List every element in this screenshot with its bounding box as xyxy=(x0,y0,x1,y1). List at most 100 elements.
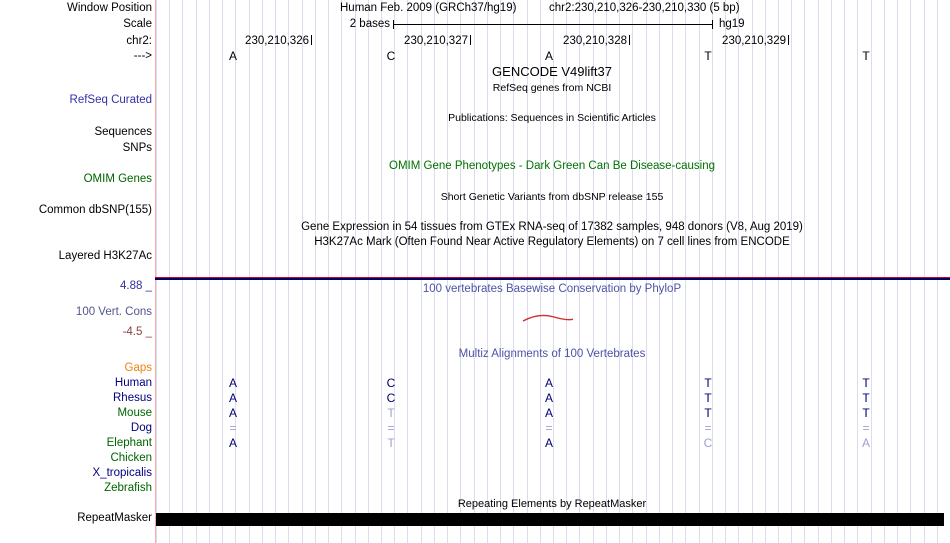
scale-bar xyxy=(393,20,713,29)
track-label-layered-h3k27ac[interactable]: Layered H3K27Ac xyxy=(58,250,152,262)
track-title-repeating-elements-by-repeatmasker: Repeating Elements by RepeatMasker xyxy=(457,498,647,510)
strand-base: T xyxy=(862,49,870,63)
gridline xyxy=(883,0,885,543)
track-label-chr2[interactable]: chr2: xyxy=(126,35,152,47)
gridline xyxy=(420,0,422,543)
conservation-track-topline-navy xyxy=(155,278,950,280)
position-tick xyxy=(629,35,630,45)
gridline xyxy=(698,0,700,543)
position-label: 230,210,326 xyxy=(245,35,309,47)
track-label-mouse[interactable]: Mouse xyxy=(117,407,152,419)
track-label-4-88[interactable]: 4.88 _ xyxy=(120,280,152,292)
position-range-title: chr2:230,210,326-230,210,330 (5 bp) xyxy=(549,2,740,14)
track-label-sequences[interactable]: Sequences xyxy=(94,126,152,138)
alignment-base-dog: = xyxy=(387,421,395,435)
gridline xyxy=(791,0,793,543)
track-label-common-dbsnp-155[interactable]: Common dbSNP(155) xyxy=(38,204,152,216)
track-label-scale[interactable]: Scale xyxy=(123,18,152,30)
position-label: 230,210,327 xyxy=(404,35,468,47)
track-title-omim-gene-phenotypes-dark-green-can-be-d: OMIM Gene Phenotypes - Dark Green Can Be… xyxy=(389,160,715,172)
track-label-window-position[interactable]: Window Position xyxy=(66,2,152,14)
gridline xyxy=(658,0,660,543)
gridline xyxy=(235,0,237,543)
gridline xyxy=(433,0,435,543)
track-label-x-tropicalis[interactable]: X_tropicalis xyxy=(92,467,152,479)
strand-base: A xyxy=(544,49,554,63)
track-label-gaps[interactable]: Gaps xyxy=(124,362,153,374)
gridline xyxy=(208,0,210,543)
gridline xyxy=(566,0,568,543)
gridline xyxy=(513,0,515,543)
gridline xyxy=(738,0,740,543)
track-label-chicken[interactable]: Chicken xyxy=(110,452,152,464)
gridline xyxy=(645,0,647,543)
track-label-zebrafish[interactable]: Zebrafish xyxy=(104,482,152,494)
position-tick xyxy=(788,35,789,45)
gridline xyxy=(486,0,488,543)
gridline xyxy=(764,0,766,543)
alignment-base-dog: = xyxy=(704,421,712,435)
gridline xyxy=(910,0,912,543)
alignment-base-dog: = xyxy=(545,421,553,435)
track-label-refseq-curated[interactable]: RefSeq Curated xyxy=(69,94,152,106)
track-label-[interactable]: ---> xyxy=(133,50,152,62)
alignment-base-elephant: T xyxy=(387,436,395,450)
gridline xyxy=(156,0,157,543)
track-title-publications-sequences-in-scientific-art: Publications: Sequences in Scientific Ar… xyxy=(448,112,656,124)
assembly-title: Human Feb. 2009 (GRCh37/hg19) xyxy=(340,2,517,14)
gridline xyxy=(473,0,475,543)
track-area-left-border xyxy=(155,0,156,543)
conservation-track-topline-red xyxy=(155,277,950,278)
gridline xyxy=(195,0,197,543)
gridline xyxy=(685,0,687,543)
alignment-base-human: C xyxy=(386,376,396,390)
track-title-100-vertebrates-basewise-conservation-by: 100 vertebrates Basewise Conservation by… xyxy=(422,283,682,295)
gridline xyxy=(632,0,634,543)
position-tick xyxy=(470,35,471,45)
gridline xyxy=(553,0,554,543)
gridline xyxy=(354,0,356,543)
repeatmasker-track-bar[interactable] xyxy=(156,513,944,526)
gridline xyxy=(936,0,938,543)
gridline xyxy=(301,0,303,543)
track-label-100-vert-cons[interactable]: 100 Vert. Cons xyxy=(75,306,152,318)
gridline xyxy=(844,0,846,543)
track-label-human[interactable]: Human xyxy=(114,377,152,389)
alignment-base-dog: = xyxy=(862,421,870,435)
gridline xyxy=(817,0,819,543)
gridline xyxy=(380,0,382,543)
alignment-base-dog: = xyxy=(229,421,237,435)
gridline xyxy=(248,0,250,543)
alignment-base-mouse: A xyxy=(544,406,554,420)
track-label-snps[interactable]: SNPs xyxy=(122,142,152,154)
alignment-base-rhesus: A xyxy=(544,391,554,405)
gridline xyxy=(261,0,263,543)
alignment-base-mouse: A xyxy=(228,406,238,420)
alignment-base-rhesus: C xyxy=(386,391,396,405)
track-label-omim-genes[interactable]: OMIM Genes xyxy=(83,173,152,185)
track-title-refseq-genes-from-ncbi: RefSeq genes from NCBI xyxy=(492,82,612,94)
gridline xyxy=(725,0,727,543)
alignment-base-elephant: A xyxy=(544,436,554,450)
track-title-short-genetic-variants-from-dbsnp-releas: Short Genetic Variants from dbSNP releas… xyxy=(440,191,664,203)
track-title-gencode-v49lift37: GENCODE V49lift37 xyxy=(492,64,612,79)
track-label-4-5[interactable]: -4.5 _ xyxy=(122,326,152,338)
track-label-rhesus[interactable]: Rhesus xyxy=(113,392,152,404)
strand-base: C xyxy=(386,49,396,63)
position-tick xyxy=(311,35,312,45)
alignment-base-elephant: C xyxy=(703,436,713,450)
alignment-base-human: A xyxy=(228,376,238,390)
gridline xyxy=(870,0,872,543)
alignment-base-human: T xyxy=(862,376,870,390)
track-label-elephant[interactable]: Elephant xyxy=(106,437,152,449)
track-label-dog[interactable]: Dog xyxy=(130,422,152,434)
track-label-repeatmasker[interactable]: RepeatMasker xyxy=(77,512,152,524)
gridline xyxy=(777,0,779,543)
alignment-base-human: T xyxy=(704,376,712,390)
strand-base: T xyxy=(704,49,712,63)
gridline xyxy=(672,0,674,543)
gridline xyxy=(526,0,528,543)
gridline xyxy=(804,0,806,543)
gridline xyxy=(460,0,462,543)
